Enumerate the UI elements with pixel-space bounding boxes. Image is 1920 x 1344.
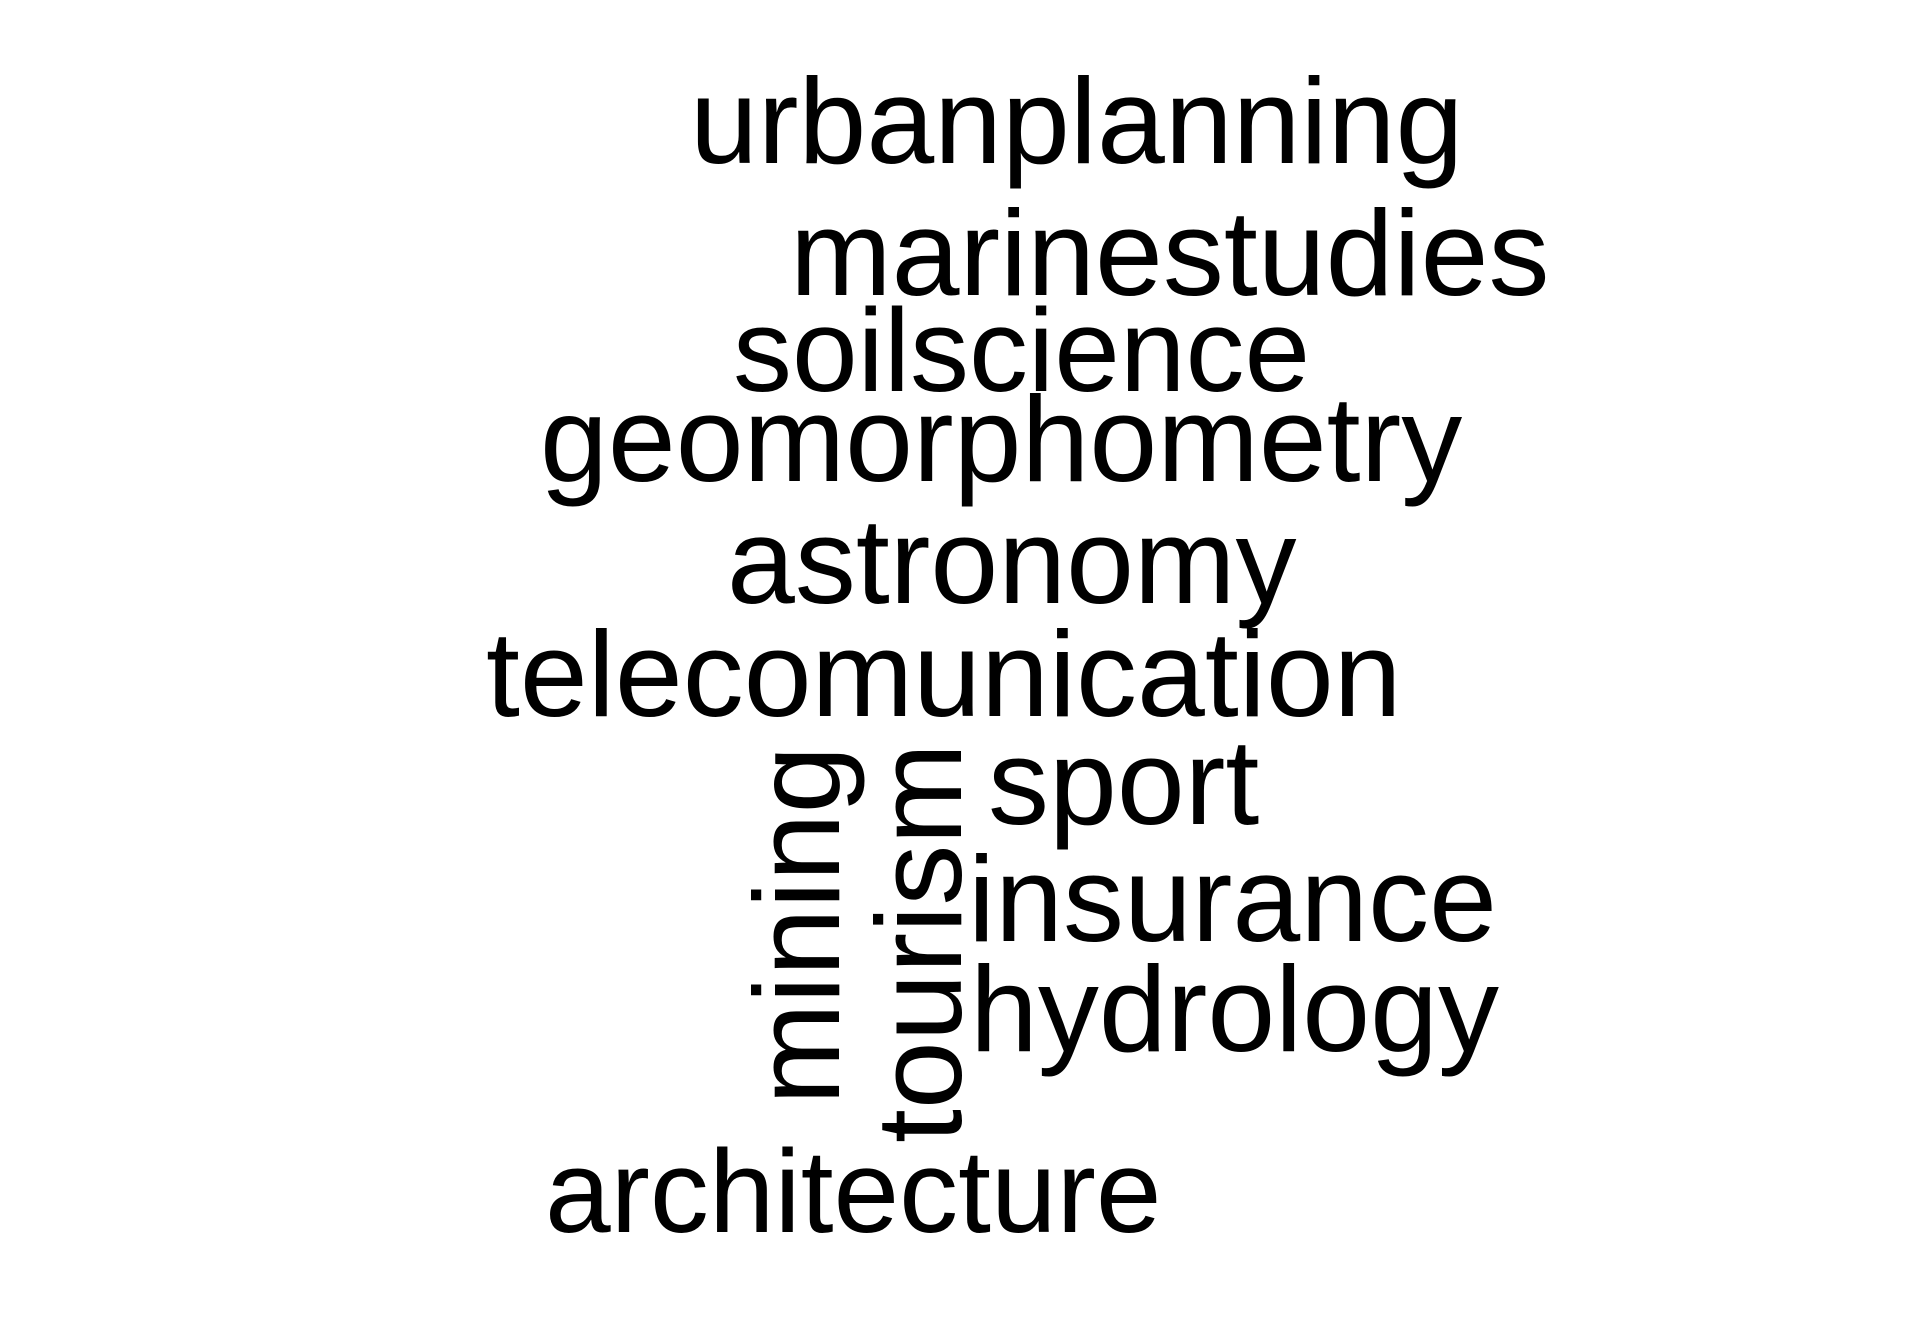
word-marinestudies: marinestudies (790, 185, 1550, 321)
word-mining: mining (729, 745, 865, 1105)
word-soilscience: soilscience (733, 285, 1311, 417)
word-urbanplanning: urbanplanning (690, 53, 1464, 189)
word-telecomunication: telecomunication (486, 606, 1402, 742)
word-sport: sport (988, 714, 1260, 850)
word-geomorphometry: geomorphometry (540, 371, 1463, 507)
word-hydrology: hydrology (970, 941, 1499, 1077)
word-tourism: tourism (851, 743, 987, 1143)
word-architecture: architecture (545, 1126, 1162, 1258)
word-insurance: insurance (968, 831, 1497, 967)
word-astronomy: astronomy (727, 493, 1297, 629)
